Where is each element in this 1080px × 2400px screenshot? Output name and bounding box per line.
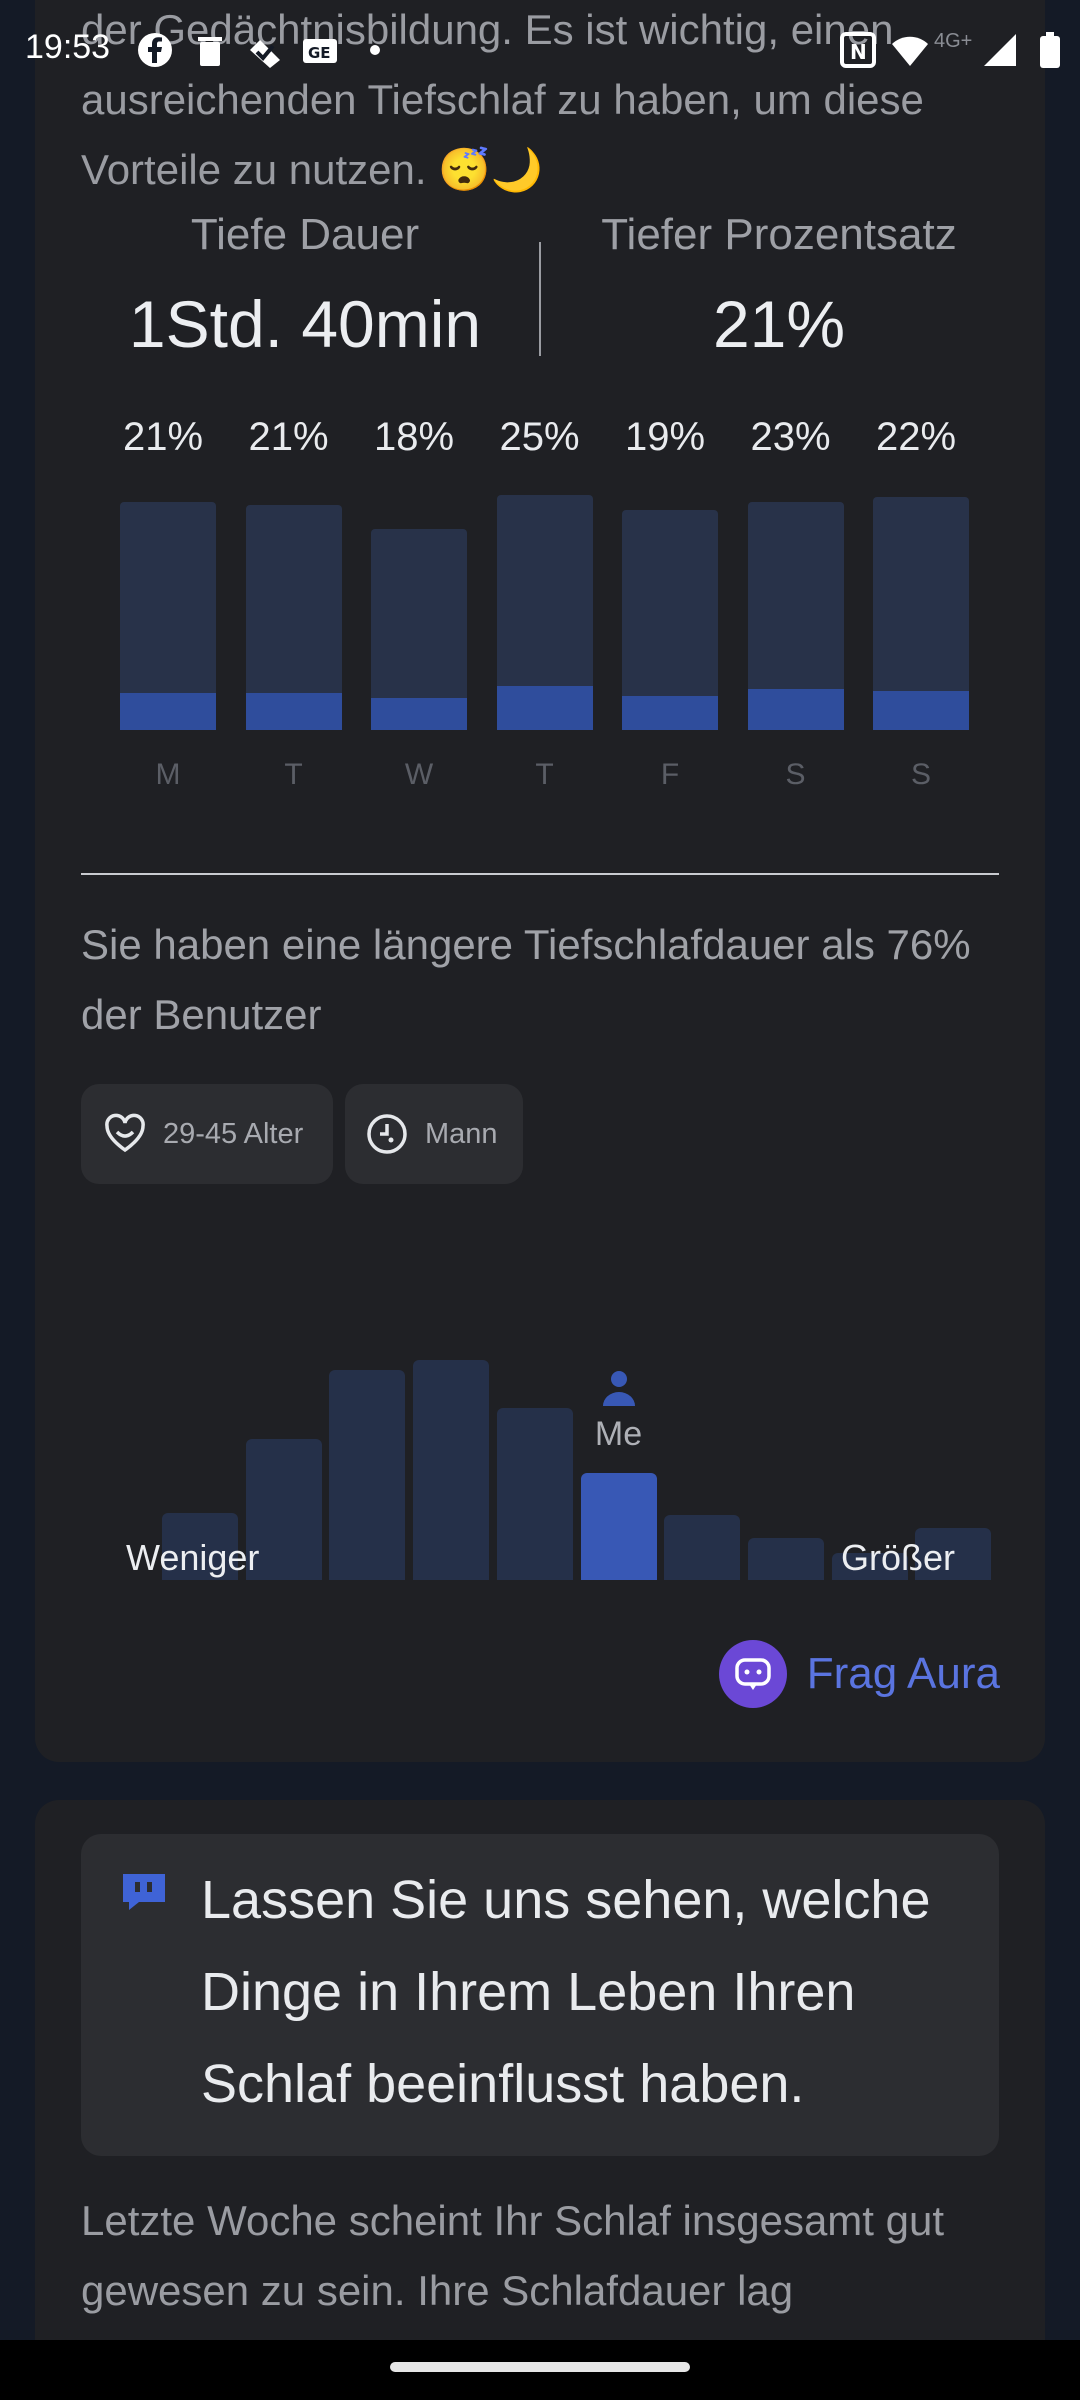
- gender-filter-chip[interactable]: Mann: [345, 1084, 523, 1184]
- facebook-icon: [138, 33, 172, 67]
- sleep-insight-card: Lassen Sie uns sehen, welche Dinge in Ih…: [35, 1800, 1045, 2400]
- day-sleep-bar: [120, 502, 216, 730]
- distribution-bar: [915, 1527, 992, 1580]
- battery-icon: [1040, 32, 1060, 68]
- me-label: Me: [594, 1414, 643, 1453]
- divider: [81, 873, 999, 875]
- day-percentage-label: 21%: [248, 415, 329, 459]
- distribution-bar: [329, 1370, 406, 1580]
- deep-sleep-fill: [873, 691, 969, 730]
- distribution-bar: [162, 1512, 238, 1580]
- deep-sleep-fill: [371, 698, 467, 730]
- distribution-bar: [747, 1538, 824, 1580]
- gender-icon: [367, 1114, 407, 1154]
- deep-duration-metric: Tiefe Dauer 1Std. 40min: [85, 210, 525, 362]
- comparison-text: Sie haben eine längere Tiefschlafdauer a…: [81, 921, 971, 1038]
- deep-sleep-fill: [747, 689, 844, 730]
- deep-sleep-card: der Gedächtnisbildung. Es ist wichtig, e…: [35, 0, 1045, 1762]
- nfc-icon: N: [840, 32, 876, 68]
- age-filter-chip[interactable]: 29-45 Alter: [81, 1084, 333, 1184]
- home-handle[interactable]: [390, 2362, 690, 2372]
- day-percentage-label: 19%: [624, 415, 706, 459]
- day-percentage-label: 25%: [499, 415, 580, 459]
- insight-body: Letzte Woche scheint Ihr Schlaf insgesam…: [81, 2197, 945, 2314]
- trash-icon: [198, 37, 222, 66]
- network-label: 4G+: [934, 30, 973, 52]
- svg-text:N: N: [850, 40, 867, 64]
- distribution-bar: [496, 1407, 573, 1580]
- person-icon: [602, 1370, 635, 1406]
- metric-value: 21%: [712, 287, 846, 361]
- heart-smile-icon: [105, 1113, 145, 1153]
- status-time: 19:53: [25, 28, 111, 66]
- day-sleep-bar: [873, 497, 969, 730]
- chat-bot-icon: [718, 1640, 787, 1708]
- deep-sleep-fill: [496, 685, 593, 730]
- deep-sleep-fill: [245, 692, 342, 730]
- day-label: S: [910, 758, 931, 791]
- insight-box: Lassen Sie uns sehen, welche Dinge in Ih…: [81, 1834, 999, 2156]
- day-label: W: [404, 758, 434, 791]
- axis-label-greater: Größer: [840, 1537, 955, 1578]
- day-percentage-label: 23%: [750, 415, 831, 459]
- metric-label: Tiefe Dauer: [190, 210, 420, 259]
- deep-sleep-fill: [622, 696, 718, 730]
- day-label: T: [535, 758, 554, 791]
- distribution-bar: [413, 1359, 490, 1580]
- my-distribution-bar: [580, 1472, 657, 1580]
- day-sleep-bar: [496, 494, 593, 730]
- day-label: F: [660, 758, 680, 791]
- user-distribution-chart: Me: [125, 1260, 1005, 1580]
- weekly-deep-sleep-chart: 21% M 21% T 18% W 25% T 19% F 23% S 22% S: [115, 390, 1015, 820]
- svg-text:GE: GE: [308, 44, 331, 62]
- checkmark-icon: [250, 40, 280, 68]
- day-sleep-bar: [245, 504, 342, 730]
- distribution-bar: [245, 1439, 322, 1580]
- day-percentage-label: 21%: [122, 415, 204, 459]
- dot-icon: [370, 45, 380, 55]
- metric-label: Tiefer Prozentsatz: [601, 210, 957, 259]
- day-sleep-bar: [747, 502, 844, 730]
- status-bar: 19:53 GE N 4G+: [0, 0, 1080, 100]
- quote-icon: [123, 1874, 165, 1910]
- day-percentage-label: 18%: [373, 415, 455, 459]
- ask-aura-button[interactable]: Frag Aura: [718, 1640, 1000, 1708]
- wifi-icon: [892, 36, 928, 66]
- ask-aura-label: Frag Aura: [806, 1649, 1000, 1698]
- insight-headline: Lassen Sie uns sehen, welche Dinge in Ih…: [201, 1870, 931, 2114]
- distribution-bar: [664, 1514, 741, 1580]
- chip-label: 29-45 Alter: [163, 1117, 304, 1150]
- deep-percentage-metric: Tiefer Prozentsatz 21%: [559, 210, 999, 362]
- navigation-bar: [0, 2340, 1080, 2400]
- day-label: S: [785, 758, 806, 791]
- axis-label-less: Weniger: [126, 1537, 260, 1578]
- cellular-signal-icon: [984, 34, 1016, 66]
- metric-divider: [539, 242, 541, 356]
- day-sleep-bar: [371, 529, 467, 730]
- day-sleep-bar: [622, 509, 718, 730]
- news-icon: GE: [303, 39, 337, 63]
- day-percentage-label: 22%: [875, 415, 957, 459]
- day-label: T: [284, 758, 303, 791]
- distribution-bar: [831, 1552, 908, 1580]
- deep-sleep-fill: [120, 692, 216, 730]
- metric-value: 1Std. 40min: [128, 287, 482, 361]
- chip-label: Mann: [425, 1117, 498, 1150]
- day-label: M: [155, 758, 181, 791]
